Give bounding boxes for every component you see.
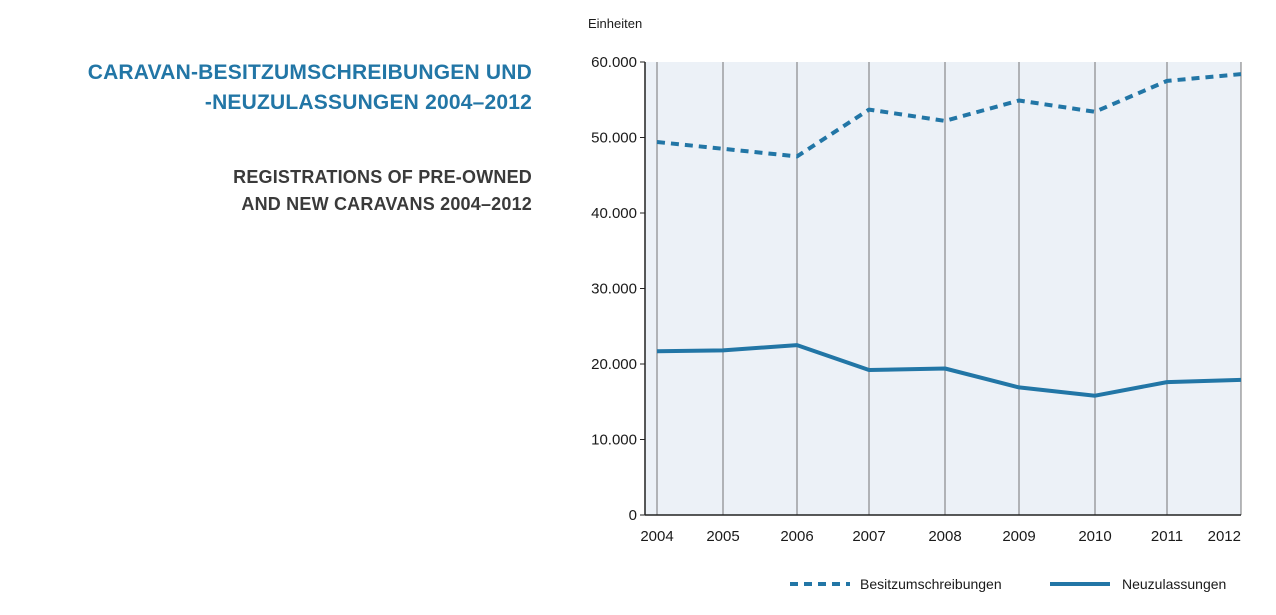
title-en-line2: AND NEW CARAVANS 2004–2012: [241, 194, 532, 214]
y-tick-label: 40.000: [591, 205, 637, 222]
plot-background: [645, 62, 1241, 515]
title-block: CARAVAN-BESITZUMSCHREIBUNGEN UND -NEUZUL…: [88, 58, 532, 218]
series-lines: [656, 72, 1242, 398]
x-tick-label: 2009: [1002, 528, 1035, 545]
y-tick-label: 60.000: [591, 54, 637, 71]
title-de-line2: -NEUZULASSUNGEN 2004–2012: [204, 91, 532, 114]
title-en-line1: REGISTRATIONS OF PRE-OWNED: [233, 167, 532, 187]
y-tick-label: 30.000: [591, 281, 637, 298]
legend-label-besitzumschreibungen: Besitzumschreibungen: [860, 576, 1002, 592]
chart-title-german: CARAVAN-BESITZUMSCHREIBUNGEN UND -NEUZUL…: [88, 58, 532, 118]
x-tick-label: 2011: [1151, 528, 1183, 545]
chart-title-english: REGISTRATIONS OF PRE-OWNED AND NEW CARAV…: [88, 164, 532, 218]
y-axis-ticks: 0 10.000 20.000 30.000 40.000 50.000 60.000: [591, 54, 645, 524]
vertical-gridlines: [656, 62, 1242, 515]
title-de-line1: CARAVAN-BESITZUMSCHREIBUNGEN UND: [87, 61, 532, 84]
y-axis-unit-label: Einheiten: [588, 16, 642, 31]
y-tick-label: 10.000: [591, 432, 637, 449]
y-tick-label: 0: [629, 507, 637, 524]
legend-label-neuzulassungen: Neuzulassungen: [1122, 576, 1226, 592]
x-tick-label: 2010: [1078, 528, 1111, 545]
x-tick-label: 2007: [852, 528, 885, 545]
x-axis-ticks: 2004 2005 2006 2007 2008 2009 2010 2011 2012: [640, 528, 1241, 545]
plot-area: [645, 62, 1241, 515]
x-tick-label: 2008: [928, 528, 961, 545]
x-tick-label: 2012: [1208, 528, 1241, 545]
x-tick-label: 2005: [706, 528, 739, 545]
y-tick-label: 50.000: [591, 130, 637, 147]
x-tick-label: 2004: [640, 528, 673, 545]
legend: Besitzumschreibungen Neuzulassungen: [790, 576, 1226, 592]
series-line-besitzumschreibungen: [656, 72, 1242, 159]
x-tick-label: 2006: [780, 528, 813, 545]
y-tick-label: 20.000: [591, 356, 637, 373]
